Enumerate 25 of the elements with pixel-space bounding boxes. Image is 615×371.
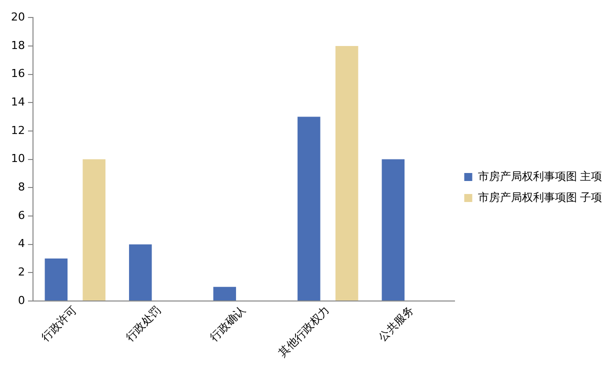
legend-label: 市房产局权利事项图 子项 [478,190,602,204]
x-tick-label: 公共服务 [376,304,416,344]
x-tick-label: 行政处罚 [123,304,164,344]
y-tick-label: 8 [18,180,25,194]
x-tick-label: 其他行政权力 [276,304,332,360]
bar [298,116,320,300]
y-tick-label: 10 [10,152,25,166]
y-tick-label: 0 [18,294,25,307]
bar [44,258,68,300]
y-tick-label: 4 [18,237,25,250]
legend-label: 市房产局权利事项图 主项 [478,170,602,183]
bar [335,46,358,300]
y-tick-label: 14 [10,95,25,108]
y-tick-label: 16 [10,67,25,80]
y-tick-label: 20 [10,10,25,24]
y-tick-label: 12 [10,124,25,137]
bar [129,244,152,300]
bar [82,159,106,300]
x-tick-label: 行政确认 [207,304,248,344]
y-tick-label: 2 [18,266,25,279]
bar [382,159,405,300]
y-tick-label: 18 [10,38,25,52]
x-tick-label: 行政许可 [38,304,80,344]
y-tick-label: 6 [18,208,25,222]
bar [213,286,236,300]
